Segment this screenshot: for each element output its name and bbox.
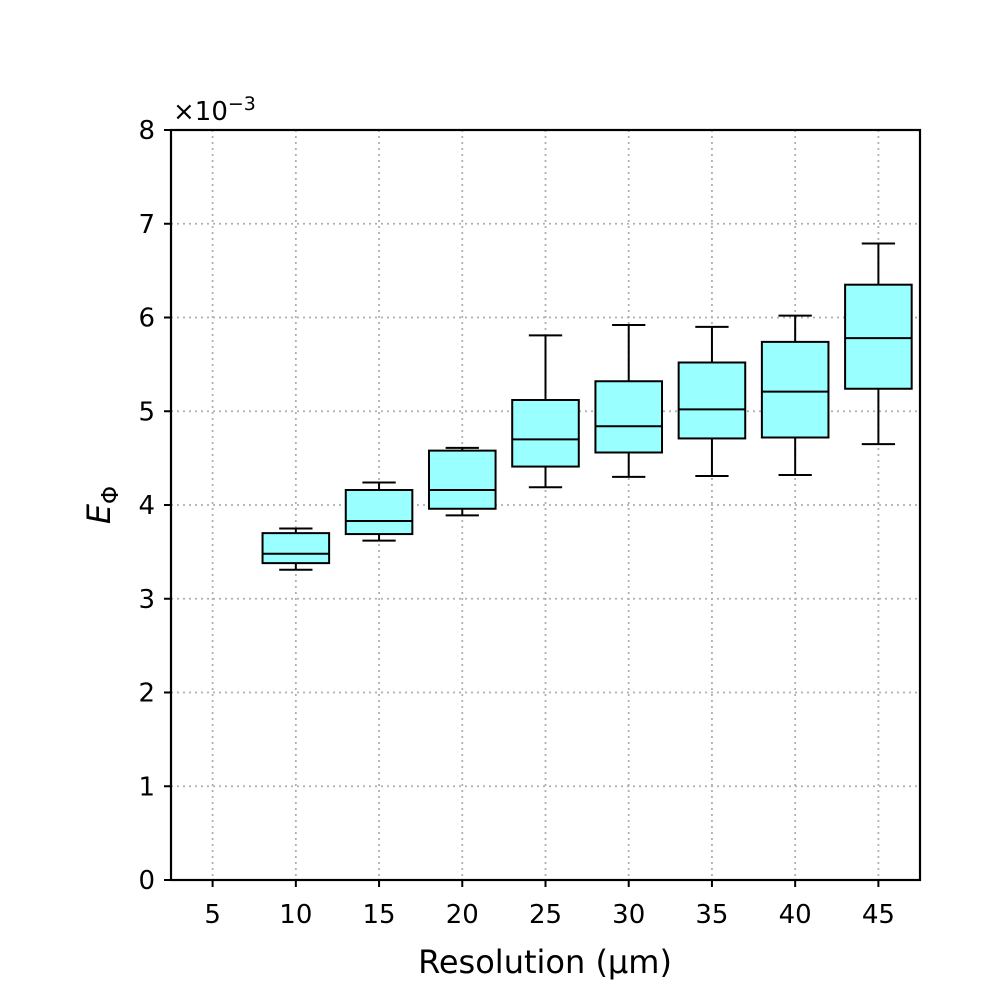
y-tick-label: 2: [138, 679, 155, 709]
box-40: [760, 314, 830, 476]
y-tick-label: 8: [138, 116, 155, 146]
box-body: [261, 532, 331, 565]
box-body: [844, 283, 913, 390]
x-tick-label: 5: [204, 900, 221, 930]
box-body: [427, 449, 497, 510]
x-tick-label: 45: [862, 900, 895, 930]
box-30: [594, 324, 664, 478]
grid-lines: [171, 129, 920, 881]
x-tick-label: 20: [446, 900, 479, 930]
y-scale-annotation: ×10−3: [173, 93, 256, 127]
x-tick-label: 30: [612, 900, 645, 930]
box-35: [677, 325, 747, 477]
y-tick-label: 6: [138, 304, 155, 334]
x-axis-label: Resolution (μm): [418, 943, 672, 981]
y-tick-label: 7: [138, 210, 155, 240]
y-tick-label: 0: [138, 866, 155, 896]
y-axis-label: EΦ: [80, 486, 124, 524]
y-tick-label: 5: [138, 397, 155, 427]
box-body: [511, 399, 580, 468]
box-series: [261, 242, 913, 571]
x-tick-label: 10: [279, 900, 312, 930]
x-tick-label: 35: [695, 900, 728, 930]
box-20: [427, 446, 497, 517]
x-tick-label: 15: [363, 900, 396, 930]
x-tick-label: 25: [529, 900, 562, 930]
box-45: [844, 242, 913, 446]
y-tick-label: 4: [138, 491, 155, 521]
box-15: [344, 481, 414, 542]
x-tick-label: 40: [779, 900, 812, 930]
box-body: [677, 361, 747, 440]
box-body: [594, 380, 664, 454]
box-body: [344, 489, 414, 536]
box-body: [760, 340, 830, 439]
y-tick-label: 3: [138, 585, 155, 615]
box-25: [511, 334, 580, 489]
box-10: [261, 527, 331, 571]
y-tick-label: 1: [138, 772, 155, 802]
